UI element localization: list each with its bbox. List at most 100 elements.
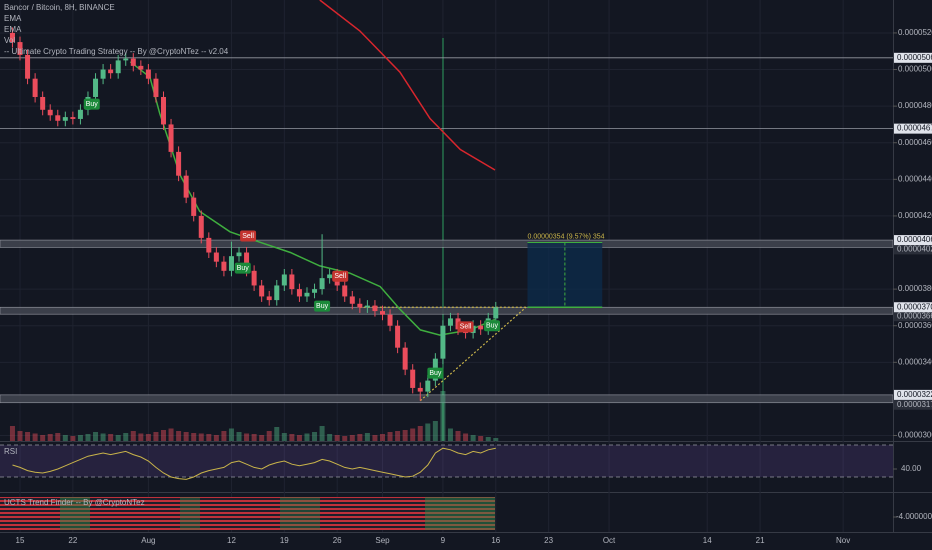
x-tick-label: 9 xyxy=(441,536,446,545)
price-tag xyxy=(894,52,932,63)
candle-body xyxy=(221,261,227,271)
volume-bar xyxy=(244,433,250,441)
volume-bar xyxy=(478,436,484,441)
trend-green xyxy=(180,497,200,530)
candle-body xyxy=(304,292,310,297)
candle-body xyxy=(191,197,197,216)
y-tick-label: 0.00004200 xyxy=(898,211,932,220)
price-tag-label: 0.00004028 xyxy=(897,245,932,254)
signal-badge xyxy=(234,262,251,274)
volume-bar xyxy=(304,433,310,441)
volume-bar xyxy=(221,431,227,441)
indicator-label: EMA xyxy=(4,14,22,23)
volume-bar xyxy=(327,434,333,441)
candle-body xyxy=(410,369,416,388)
y-tick-label: 0.00004600 xyxy=(898,138,932,147)
rsi-pane xyxy=(0,444,893,480)
volume-bar xyxy=(485,437,491,441)
candle-body xyxy=(251,270,257,286)
price-tag xyxy=(894,399,932,410)
price-tag-label: 0.00003179 xyxy=(897,400,932,409)
candle-body xyxy=(342,285,348,297)
level-band xyxy=(0,239,893,248)
signal-label: Buy xyxy=(486,323,499,330)
price-tag xyxy=(894,302,932,313)
x-tick-label: 21 xyxy=(756,536,765,545)
volume-bar xyxy=(259,435,265,441)
x-tick-label: 14 xyxy=(703,536,712,545)
volume-bar xyxy=(183,432,189,441)
x-tick-label: 26 xyxy=(333,536,342,545)
trend-finder-pane xyxy=(0,497,495,530)
chart-title: Bancor / Bitcoin, 8H, BINANCE xyxy=(4,3,115,12)
volume-bar xyxy=(32,433,38,441)
candle-body xyxy=(379,311,385,315)
x-tick-label: Aug xyxy=(141,536,155,545)
level-band xyxy=(0,394,893,404)
x-tick-label: 12 xyxy=(227,536,236,545)
signal-label: Sell xyxy=(460,324,472,331)
price-tag-label: 0.00004677 xyxy=(897,124,932,133)
candle-body xyxy=(274,285,280,301)
candle-body xyxy=(213,252,219,262)
volume-bar xyxy=(274,427,280,441)
signal-badge xyxy=(314,300,331,312)
y-tick-label: 0.00003800 xyxy=(898,284,932,293)
price-tag xyxy=(894,235,932,246)
price-tag-label: 0.00004068 xyxy=(897,235,932,244)
volume-bar xyxy=(145,434,151,441)
candle-body xyxy=(153,78,159,97)
y-tick-label: 0.00004800 xyxy=(898,101,932,110)
volume-bar xyxy=(130,431,136,441)
volume-bar xyxy=(17,431,23,441)
ema-line xyxy=(319,0,496,171)
x-tick-label: Sep xyxy=(375,536,390,545)
candle-body xyxy=(93,78,99,97)
candle-body xyxy=(478,325,484,330)
volume-bar xyxy=(198,433,204,441)
volume-bar xyxy=(417,426,423,441)
trend-green xyxy=(425,497,495,530)
volume-bar xyxy=(236,432,242,441)
y-tick-label: 0.00005000 xyxy=(898,65,932,74)
volume-bar xyxy=(463,433,469,441)
x-tick-label: 16 xyxy=(491,536,500,545)
volume-bar xyxy=(108,434,114,441)
volume-bar xyxy=(228,428,234,441)
price-tag xyxy=(894,123,932,134)
volume-bar xyxy=(93,432,99,441)
y-tick-label: -4.00000000 xyxy=(896,512,932,521)
price-tag xyxy=(894,389,932,400)
signal-label: Sell xyxy=(334,273,346,280)
volume-bar xyxy=(432,421,438,441)
candle-body xyxy=(47,109,53,116)
trend-finder-label: UCTS Trend Finder -- By @CryptoNTez xyxy=(4,498,145,507)
volume-bar xyxy=(342,436,348,441)
volume-bar xyxy=(62,435,68,441)
volume-bar xyxy=(379,434,385,441)
candle-body xyxy=(364,305,370,308)
volume-bar xyxy=(206,434,212,441)
candle-body xyxy=(40,96,46,110)
volume-bar xyxy=(70,436,76,441)
candle-body xyxy=(25,54,31,79)
volume-bar xyxy=(470,435,476,441)
candle-body xyxy=(357,303,363,308)
candle-body xyxy=(17,42,23,55)
price-tag xyxy=(894,311,932,322)
candle-body xyxy=(425,380,431,392)
candle-body xyxy=(9,32,15,43)
price-tag-label: 0.00003701 xyxy=(897,302,932,311)
x-tick-label: Nov xyxy=(836,536,850,545)
candle-body xyxy=(145,69,151,79)
volume-bar xyxy=(289,434,295,441)
candle-body xyxy=(440,325,446,359)
signal-label: Sell xyxy=(242,233,254,240)
x-tick-label: 19 xyxy=(280,536,289,545)
candle-body xyxy=(395,325,401,348)
candle-body xyxy=(387,314,393,326)
volume-bar xyxy=(493,438,499,441)
candle-body xyxy=(183,175,189,198)
indicator-label: EMA xyxy=(4,25,22,34)
